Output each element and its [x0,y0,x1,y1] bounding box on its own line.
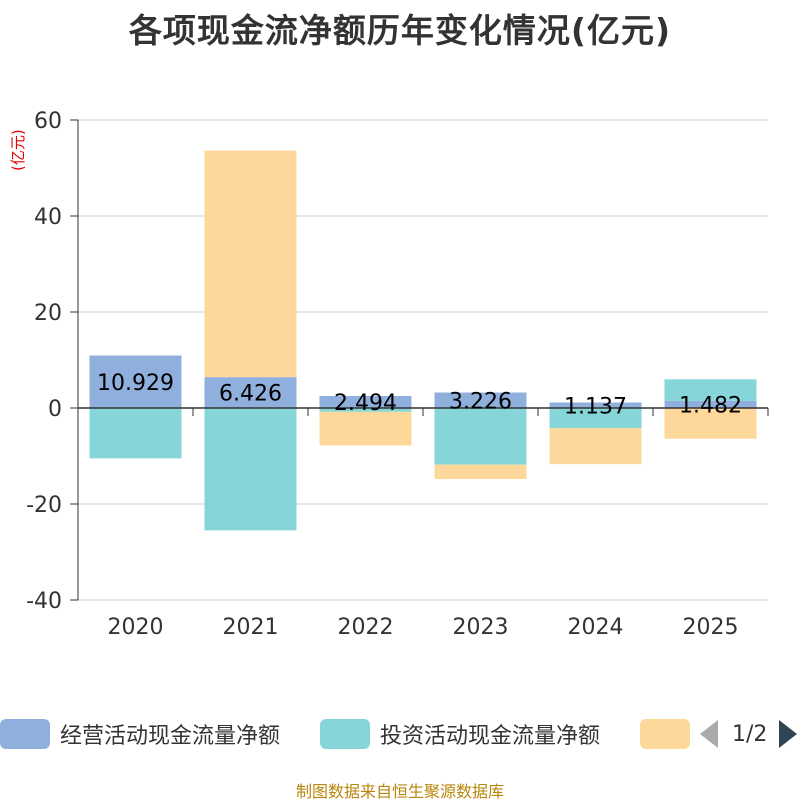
bar-operating-2024 [549,402,642,408]
legend-label-operating: 经营活动现金流量净额 [60,724,281,749]
data-label-operating-2024: 1.137 [564,394,627,419]
y-tick-label-20: 20 [34,301,62,326]
bar-operating-2023 [434,392,527,408]
bar-operating-2025 [664,400,757,408]
data-label-operating-2020: 10.929 [97,371,174,396]
bar-financing-2022 [319,411,412,446]
y-tick-label-40: 40 [34,205,62,230]
x-tick-label-2023: 2023 [453,615,509,640]
x-tick-label-2024: 2024 [568,615,624,640]
bar-financing-2025 [664,408,757,439]
bar-operating-2021 [204,377,297,408]
legend-swatch-financing [640,719,690,749]
bar-financing-2021 [204,150,297,378]
bars [89,150,757,531]
legend-pager: 1/2 [700,716,798,752]
chart-title: 各项现金流净额历年变化情况(亿元) [128,11,672,50]
axes: 60 40 20 0 -20 -40 2020 2021 2022 2023 2024 2025 [26,109,769,640]
gridlines [78,119,768,601]
pager-prev-icon[interactable] [700,720,718,748]
legend-label-investing: 投资活动现金流量净额 [380,724,601,749]
bar-investing-2021 [204,408,297,531]
data-label-operating-2023: 3.226 [449,389,512,414]
pager-next-icon[interactable] [779,720,798,748]
legend-swatch-operating [0,719,50,749]
bar-operating-2020 [89,355,182,408]
x-tick-label-2022: 2022 [338,615,394,640]
pager-page-text: 1/2 [732,721,768,747]
legend-item-operating[interactable]: 经营活动现金流量净额 [0,716,280,752]
bar-operating-2022 [319,396,412,408]
legend: 经营活动现金流量净额 投资活动现金流量净额 [0,716,800,752]
bar-investing-2023 [434,408,527,465]
bar-financing-2024 [549,428,642,465]
bar-financing-2023 [434,464,527,480]
y-tick-label--20: -20 [26,493,62,518]
bar-investing-2025 [664,379,757,401]
data-labels: 10.929 6.426 2.494 3.226 1.137 1.482 [97,371,742,420]
x-tick-label-2020: 2020 [108,615,164,640]
data-label-operating-2025: 1.482 [679,393,742,418]
bar-investing-2022 [319,408,412,412]
y-tick-label--40: -40 [26,589,62,614]
source-note: 制图数据来自恒生聚源数据库 [295,782,504,801]
x-tick-label-2021: 2021 [223,615,279,640]
x-tick-label-2025: 2025 [683,615,739,640]
legend-item-investing[interactable]: 投资活动现金流量净额 [320,716,600,752]
y-tick-label-0: 0 [48,397,62,422]
bar-investing-2020 [89,408,182,459]
y-tick-label-60: 60 [34,109,62,134]
data-label-operating-2022: 2.494 [334,391,397,416]
legend-swatch-investing [320,719,370,749]
bar-investing-2024 [549,408,642,429]
data-label-operating-2021: 6.426 [219,382,282,407]
legend-item-financing[interactable] [640,716,700,752]
